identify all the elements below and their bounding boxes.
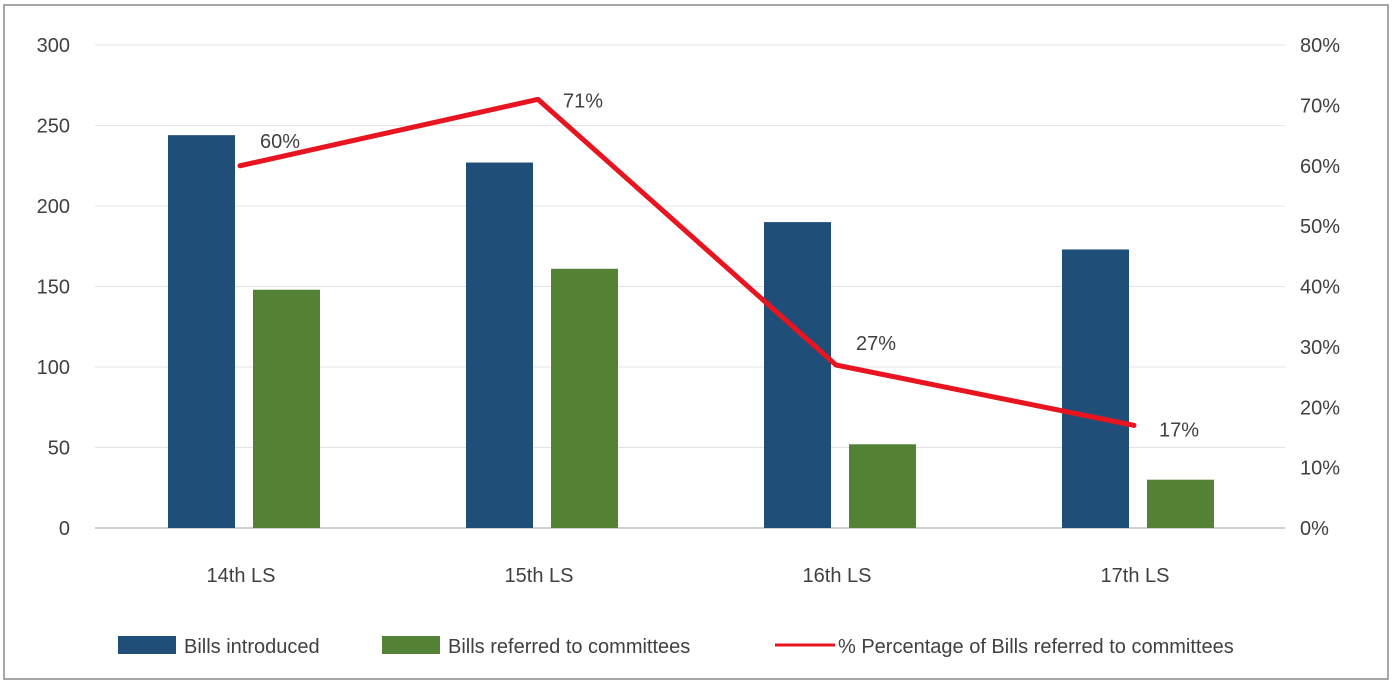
- y-left-tick-label: 100: [37, 357, 70, 379]
- legend-swatch: [118, 636, 176, 654]
- bar-bills-referred: [1147, 479, 1214, 528]
- percentage-line: 60% 71% 27% 17%: [237, 90, 1199, 441]
- y-left-tick-label: 0: [59, 518, 70, 540]
- bar-bills-introduced: [1062, 249, 1129, 528]
- bar-bills-referred: [551, 268, 618, 528]
- x-tick-label: 15th LS: [505, 565, 574, 587]
- bars: [168, 135, 1214, 528]
- data-label: 27%: [856, 333, 896, 355]
- y-left-tick-label: 50: [48, 438, 70, 460]
- y-right-tick-label: 30%: [1300, 337, 1340, 359]
- x-tick-label: 14th LS: [207, 565, 276, 587]
- x-tick-label: 16th LS: [803, 565, 872, 587]
- y-left-tick-label: 150: [37, 277, 70, 299]
- x-tick-label: 17th LS: [1101, 565, 1170, 587]
- y-right-tick-label: 80%: [1300, 35, 1340, 57]
- y-right-tick-label: 40%: [1300, 277, 1340, 299]
- legend-label: Bills referred to committees: [448, 636, 690, 658]
- legend-swatch: [382, 636, 440, 654]
- y-right-tick-label: 60%: [1300, 156, 1340, 178]
- data-label: 71%: [563, 90, 603, 112]
- y-left-tick-label: 250: [37, 116, 70, 138]
- x-axis: 14th LS 15th LS 16th LS 17th LS: [207, 565, 1170, 587]
- y-right-tick-label: 70%: [1300, 95, 1340, 117]
- legend-label: % Percentage of Bills referred to commit…: [838, 636, 1234, 658]
- right-axis: 0% 10% 20% 30% 40% 50% 60% 70% 80%: [1300, 35, 1340, 540]
- bar-bills-introduced: [466, 162, 533, 528]
- bar-bills-referred: [253, 289, 320, 528]
- percentage-line-path: [237, 96, 1137, 428]
- bar-bills-introduced: [764, 222, 831, 528]
- bar-bills-referred: [849, 444, 916, 528]
- bar-bills-introduced: [168, 135, 235, 528]
- y-left-tick-label: 300: [37, 35, 70, 57]
- y-right-tick-label: 20%: [1300, 397, 1340, 419]
- left-axis: 0 50 100 150 200 250 300: [37, 35, 70, 540]
- y-right-tick-label: 50%: [1300, 216, 1340, 238]
- y-right-tick-label: 10%: [1300, 458, 1340, 480]
- y-right-tick-label: 0%: [1300, 518, 1329, 540]
- legend: Bills introduced Bills referred to commit…: [118, 636, 1234, 658]
- data-label: 60%: [260, 131, 300, 153]
- data-label: 17%: [1159, 419, 1199, 441]
- legend-label: Bills introduced: [184, 636, 320, 658]
- y-left-tick-label: 200: [37, 196, 70, 218]
